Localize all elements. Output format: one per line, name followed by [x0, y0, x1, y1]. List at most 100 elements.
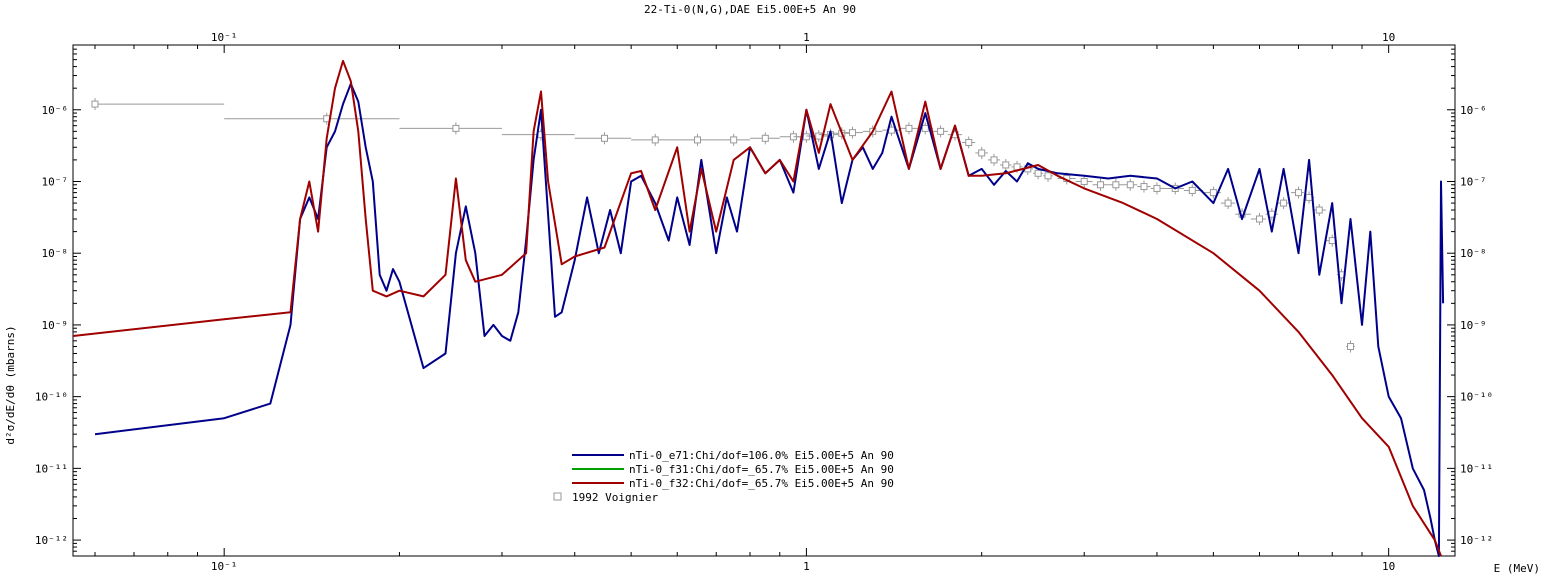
point-marker: [452, 124, 460, 132]
point-marker: [1315, 206, 1323, 214]
point-marker: [1002, 161, 1010, 169]
y-tick-label-right: 10⁻¹⁰: [1460, 391, 1493, 404]
data-point: [1314, 204, 1326, 217]
series-line-0: [94, 82, 1445, 557]
data-point: [841, 126, 863, 139]
x-tick-label: 10⁻¹: [211, 560, 238, 573]
y-tick-label-right: 10⁻⁷: [1460, 175, 1487, 188]
point-marker: [1080, 177, 1088, 185]
data-point: [574, 132, 632, 145]
point-marker: [905, 124, 913, 132]
x-tick-label-top: 1: [803, 31, 810, 44]
data-point: [1092, 178, 1109, 191]
data-point: [975, 146, 988, 159]
data-point: [1075, 175, 1093, 188]
point-marker: [1328, 237, 1336, 245]
point-marker: [651, 136, 659, 144]
y-tick-label: 10⁻¹¹: [35, 462, 68, 475]
data-point: [1346, 340, 1355, 353]
y-tick-label-right: 10⁻⁶: [1460, 104, 1487, 117]
point-marker: [1188, 186, 1196, 194]
y-tick-label-right: 10⁻¹¹: [1460, 462, 1493, 475]
y-tick-label-right: 10⁻¹²: [1460, 534, 1493, 547]
data-point: [1108, 178, 1124, 191]
y-tick-label: 10⁻⁶: [42, 104, 69, 117]
point-marker: [1034, 169, 1042, 177]
series-line-2: [72, 59, 1442, 557]
x-tick-label-top: 10⁻¹: [211, 31, 238, 44]
data-point: [933, 125, 948, 138]
x-tick-labels: 10⁻¹ 10⁻¹ 1 1 10 10: [211, 31, 1395, 573]
data-point: [1203, 186, 1221, 199]
point-marker: [1153, 184, 1161, 192]
x-tick-label: 10: [1382, 560, 1395, 573]
data-point: [1150, 182, 1167, 195]
y-tick-label: 10⁻⁷: [42, 175, 69, 188]
data-point: [1291, 186, 1304, 199]
y-tick-label: 10⁻¹⁰: [35, 391, 68, 404]
point-marker: [1280, 199, 1288, 207]
axis-ticks: [73, 44, 1455, 557]
legend-label-scatter: 1992 Voignier: [572, 491, 658, 504]
scatter-points: [91, 98, 1355, 353]
y-tick-label-right: 10⁻⁹: [1460, 319, 1487, 332]
point-marker: [815, 132, 823, 140]
data-point: [806, 130, 831, 143]
point-marker: [965, 138, 973, 146]
point-marker: [990, 156, 998, 164]
data-point: [224, 112, 400, 125]
plot-frame: [72, 44, 1456, 557]
y-tick-label: 10⁻⁹: [42, 319, 69, 332]
legend: nTi-0_e71:Chi/dof=106.0% Ei5.00E+5 An 90…: [553, 449, 894, 504]
legend-label-1: nTi-0_f31:Chi/dof=_65.7% Ei5.00E+5 An 90: [629, 463, 894, 476]
x-axis-label: E (MeV): [1494, 562, 1540, 575]
point-marker: [1347, 343, 1355, 351]
point-marker: [937, 127, 945, 135]
data-point: [399, 122, 502, 135]
data-point: [749, 132, 780, 145]
point-marker: [1305, 193, 1313, 201]
point-marker: [1140, 183, 1148, 191]
point-marker: [601, 134, 609, 142]
data-point: [1250, 212, 1266, 225]
data-point: [91, 98, 225, 111]
y-tick-labels: 10⁻¹² 10⁻¹² 10⁻¹¹ 10⁻¹¹ 10⁻¹⁰ 10⁻¹⁰ 10⁻⁹ 10⁻⁹ 10…: [35, 104, 1493, 547]
data-point: [1220, 197, 1236, 210]
point-marker: [978, 149, 986, 157]
data-point: [1123, 178, 1138, 191]
legend-marker-scatter: [553, 492, 562, 501]
data-point: [677, 133, 717, 146]
point-marker: [1224, 199, 1232, 207]
point-marker: [693, 136, 701, 144]
point-marker: [1126, 181, 1134, 189]
data-point: [631, 133, 678, 146]
point-marker: [1255, 215, 1263, 223]
legend-label-0: nTi-0_e71:Chi/dof=106.0% Ei5.00E+5 An 90: [629, 449, 894, 462]
chart-title: 22-Ti-0(N,G),DAE Ei5.00E+5 An 90: [644, 3, 856, 16]
point-marker: [921, 124, 929, 132]
point-marker: [1097, 181, 1105, 189]
point-marker: [849, 129, 857, 137]
data-point: [1137, 180, 1151, 193]
series-lines: [72, 59, 1445, 557]
x-tick-label: 1: [803, 560, 810, 573]
point-marker: [761, 134, 769, 142]
data-point: [716, 133, 750, 146]
x-tick-label-top: 10: [1382, 31, 1395, 44]
point-marker: [1044, 172, 1052, 180]
point-marker: [1209, 189, 1217, 197]
point-marker: [91, 100, 99, 108]
data-point: [900, 122, 918, 135]
point-marker: [1294, 189, 1302, 197]
data-point: [987, 153, 1000, 166]
data-point: [999, 158, 1012, 171]
y-tick-label-right: 10⁻⁸: [1460, 247, 1487, 260]
y-tick-label: 10⁻¹²: [35, 534, 68, 547]
point-marker: [802, 133, 810, 141]
point-marker: [730, 136, 738, 144]
data-point: [1033, 167, 1044, 180]
data-point: [961, 136, 976, 149]
y-axis-label: d²σ/dE/dθ (mbarns): [4, 325, 17, 444]
legend-label-2: nTi-0_f32:Chi/dof=_65.7% Ei5.00E+5 An 90: [629, 477, 894, 490]
